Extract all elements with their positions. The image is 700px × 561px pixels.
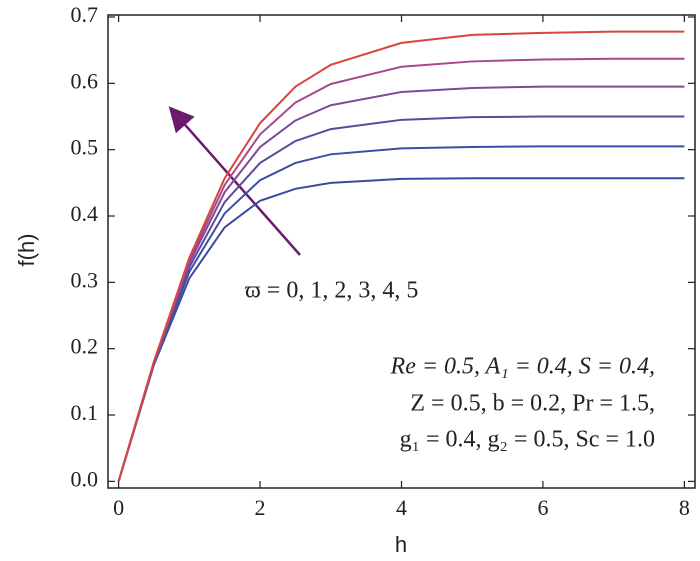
- y-tick-label: 0.5: [71, 135, 99, 160]
- y-tick-label: 0.3: [71, 267, 99, 292]
- x-tick-label: 2: [255, 495, 266, 520]
- x-tick-label: 0: [113, 495, 124, 520]
- annotation: g₁ = 0.4, g₂ = 0.5, Sc = 1.0: [400, 427, 655, 453]
- annotation: Z = 0.5, b = 0.2, Pr = 1.5,: [410, 391, 655, 417]
- arrow: [168, 106, 301, 256]
- x-axis-label: h: [395, 532, 407, 557]
- line: [117, 177, 685, 482]
- line: [117, 145, 685, 482]
- x-tick-label: 6: [537, 495, 548, 520]
- annotation: ϖ = 0, 1, 2, 3, 4, 5: [245, 278, 418, 304]
- line: [117, 57, 685, 482]
- line: [117, 115, 685, 482]
- y-tick-label: 0.7: [71, 2, 99, 27]
- y-tick-label: 0.1: [71, 400, 99, 425]
- y-axis-label: f(h): [14, 234, 39, 267]
- x-tick-label: 4: [396, 495, 407, 520]
- y-tick-label: 0.4: [71, 201, 99, 226]
- line: [117, 30, 685, 482]
- y-tick-label: 0.0: [71, 466, 99, 491]
- annotation: Re = 0.5, A₁ = 0.4, S = 0.4,: [390, 354, 655, 380]
- y-tick-label: 0.2: [71, 334, 99, 359]
- x-tick-label: 8: [679, 495, 690, 520]
- y-tick-label: 0.6: [71, 68, 99, 93]
